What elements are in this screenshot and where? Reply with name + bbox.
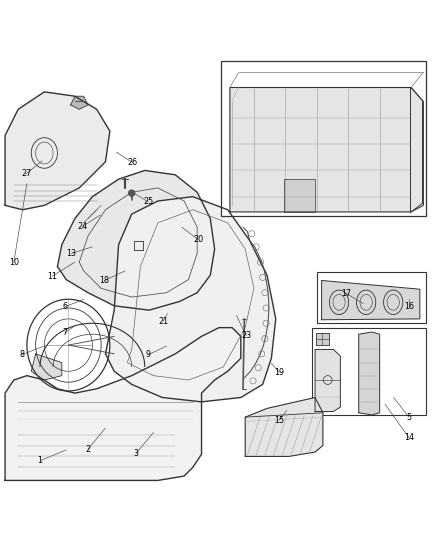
Text: 16: 16: [404, 302, 414, 311]
Polygon shape: [359, 332, 380, 415]
Text: 25: 25: [143, 197, 153, 206]
Text: 14: 14: [404, 433, 414, 442]
Text: 8: 8: [19, 350, 24, 359]
Text: 13: 13: [67, 249, 76, 258]
Polygon shape: [316, 333, 329, 345]
Text: 5: 5: [406, 413, 411, 422]
Polygon shape: [315, 350, 340, 411]
Polygon shape: [284, 179, 315, 212]
Text: 21: 21: [158, 317, 168, 326]
Text: 20: 20: [193, 235, 203, 244]
Text: 7: 7: [63, 328, 68, 337]
Polygon shape: [57, 171, 215, 310]
Text: 24: 24: [78, 222, 88, 231]
Text: 11: 11: [47, 272, 57, 280]
Polygon shape: [134, 241, 143, 250]
Text: 2: 2: [85, 445, 91, 454]
Text: 18: 18: [99, 276, 110, 285]
Text: 23: 23: [241, 331, 251, 340]
Polygon shape: [321, 280, 420, 320]
Text: 3: 3: [134, 449, 138, 458]
Text: 17: 17: [342, 289, 352, 298]
Text: 10: 10: [9, 257, 19, 266]
Polygon shape: [71, 96, 88, 109]
Polygon shape: [5, 92, 110, 210]
Circle shape: [129, 190, 135, 196]
Polygon shape: [106, 197, 276, 402]
Polygon shape: [5, 328, 241, 480]
Polygon shape: [245, 398, 323, 456]
Text: 27: 27: [21, 169, 31, 179]
Text: 19: 19: [274, 368, 284, 377]
Text: 1: 1: [38, 456, 42, 465]
Text: 6: 6: [63, 302, 68, 311]
Text: 26: 26: [127, 158, 138, 167]
Bar: [311, 328, 426, 415]
Polygon shape: [31, 354, 62, 380]
Text: 15: 15: [274, 416, 284, 425]
Bar: [317, 272, 426, 323]
Polygon shape: [230, 87, 424, 212]
Text: 9: 9: [146, 350, 151, 359]
Bar: [221, 61, 426, 216]
